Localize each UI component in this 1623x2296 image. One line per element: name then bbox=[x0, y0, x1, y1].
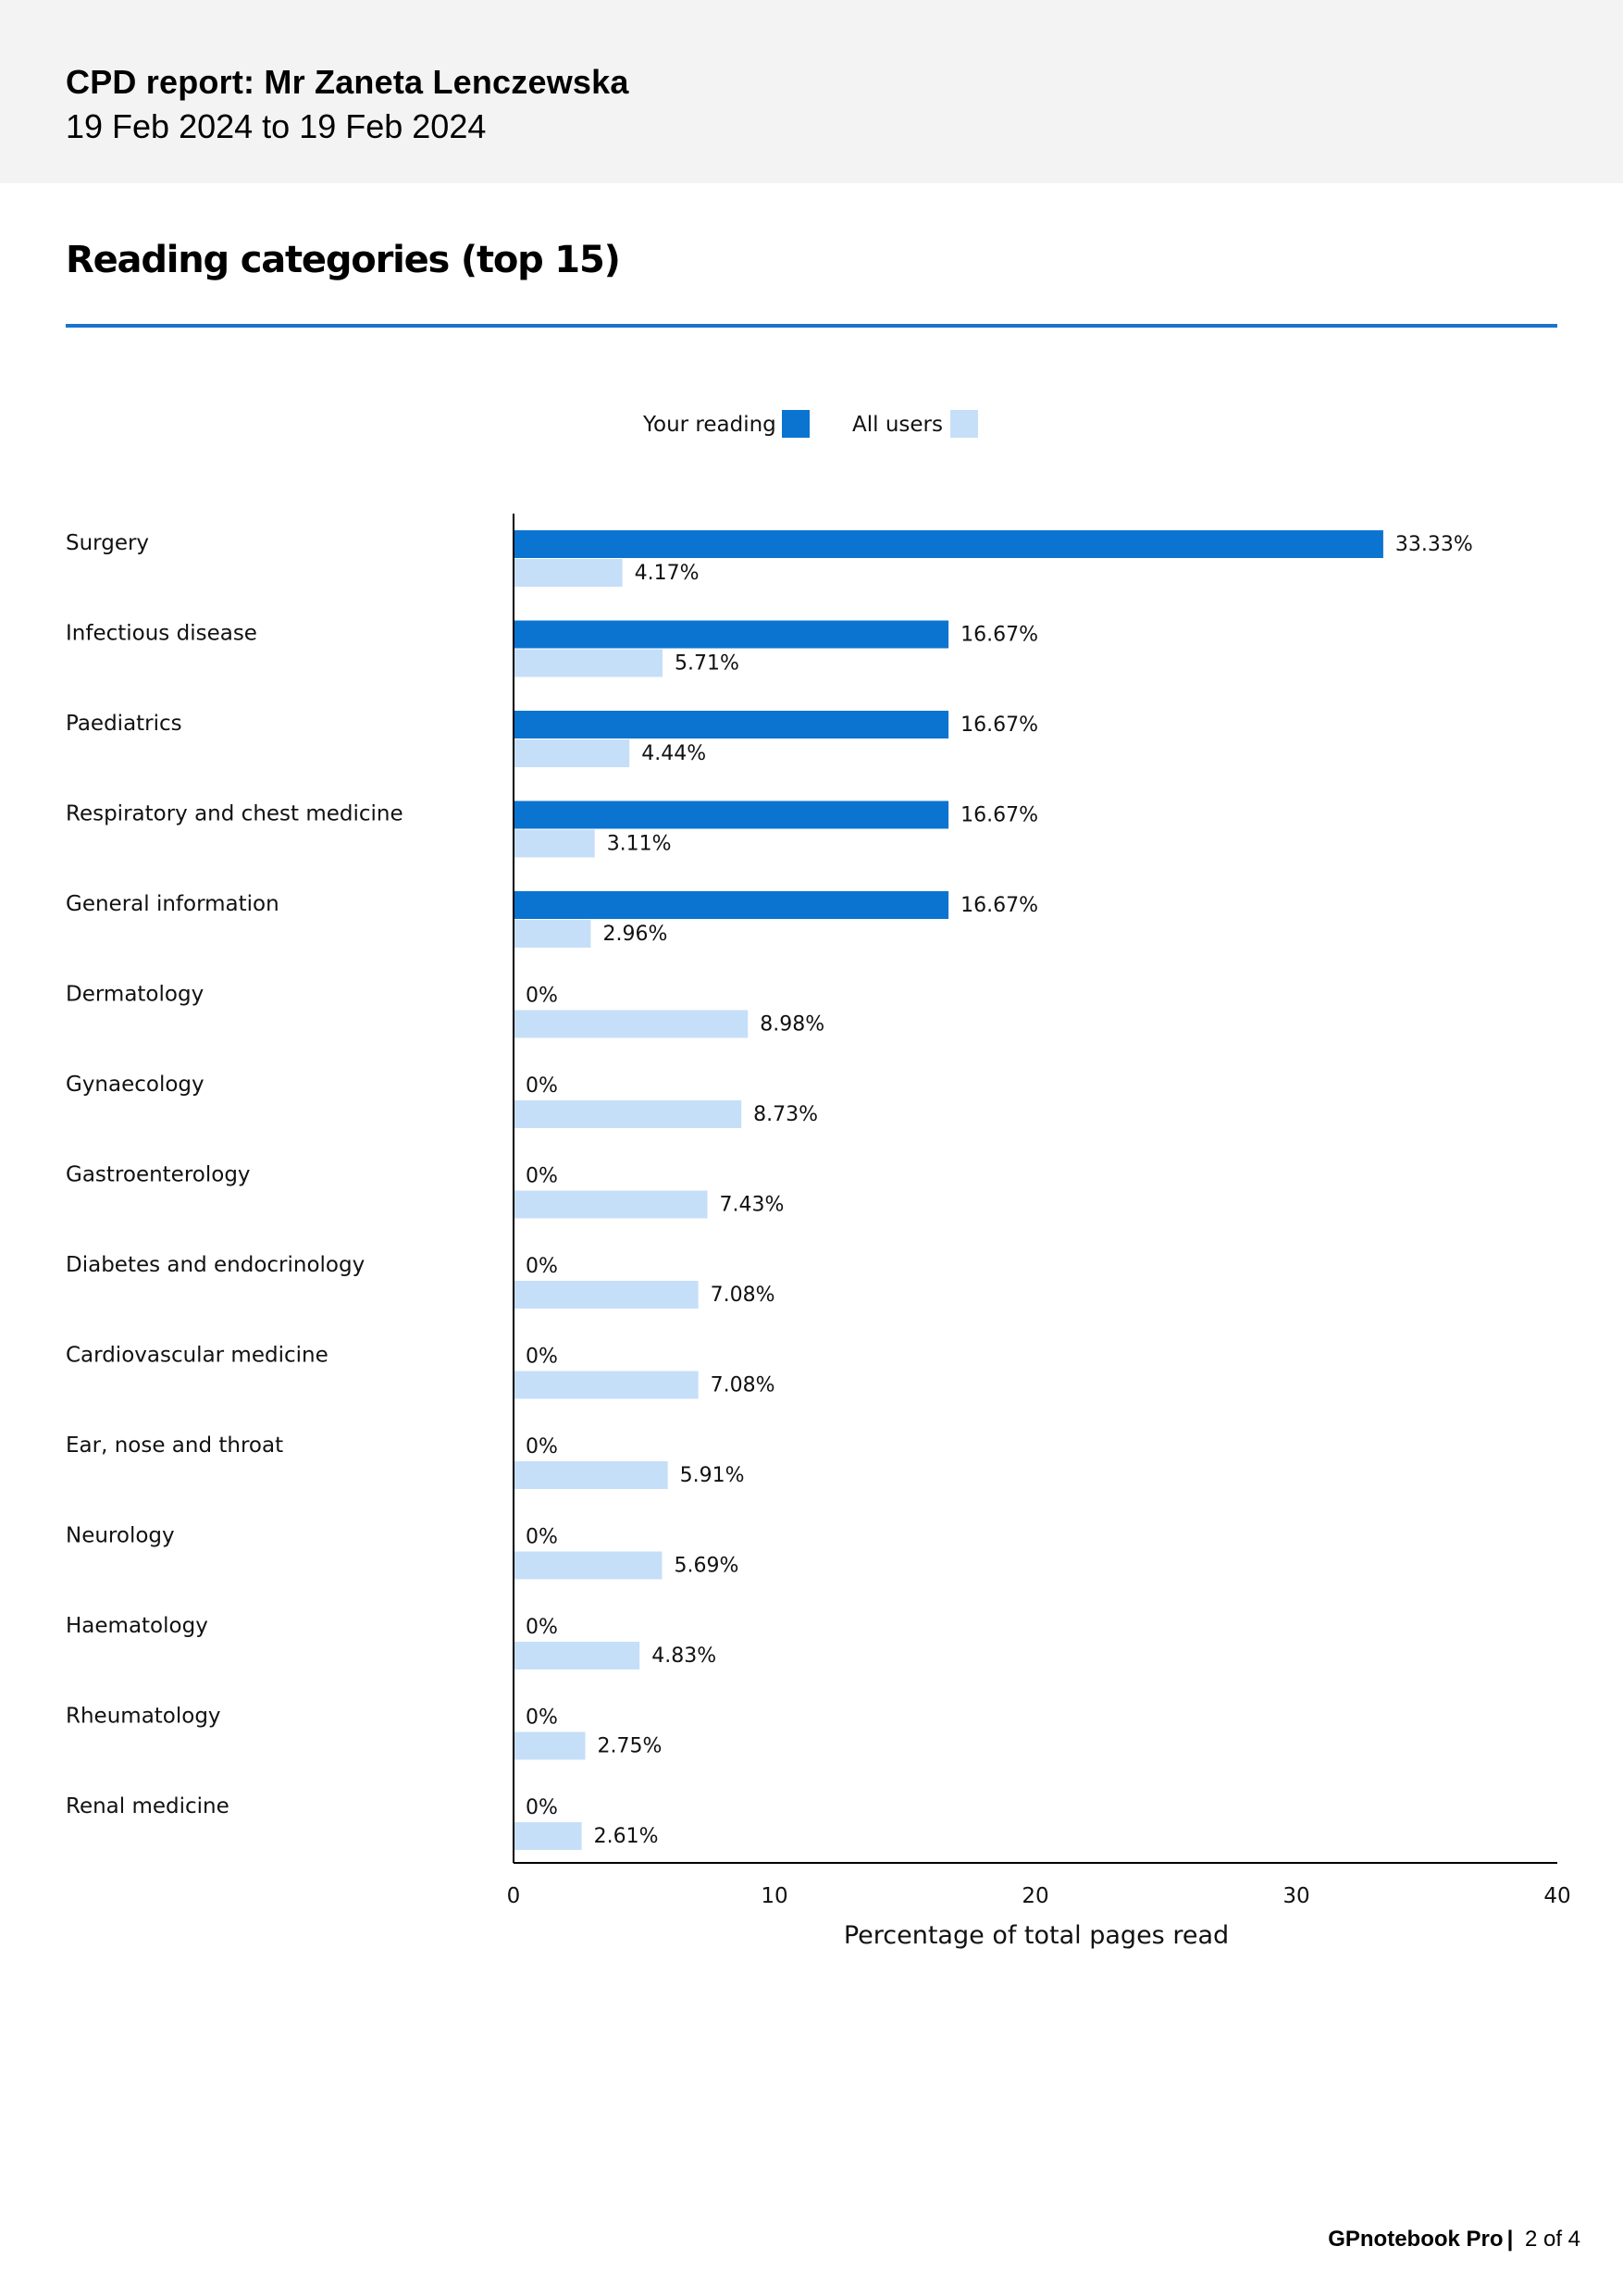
value-label-all-users: 5.91% bbox=[680, 1464, 745, 1487]
value-label-all-users: 5.69% bbox=[674, 1555, 738, 1578]
bar-all-users bbox=[514, 920, 591, 948]
value-label-your-reading: 0% bbox=[526, 985, 558, 1008]
bar-all-users bbox=[514, 1551, 663, 1580]
category-label: Cardiovascular medicine bbox=[66, 1344, 328, 1368]
x-axis-title: Percentage of total pages read bbox=[844, 1921, 1229, 1950]
value-label-your-reading: 33.33% bbox=[1395, 533, 1473, 556]
value-label-your-reading: 0% bbox=[526, 1526, 558, 1549]
value-label-all-users: 8.98% bbox=[760, 1013, 824, 1036]
value-label-all-users: 2.75% bbox=[598, 1735, 663, 1758]
value-label-your-reading: 0% bbox=[526, 1255, 558, 1278]
legend-swatch-your-reading bbox=[782, 410, 810, 438]
value-label-all-users: 7.08% bbox=[711, 1284, 775, 1307]
legend-label-all-users: All users bbox=[852, 413, 943, 437]
bar-all-users bbox=[514, 1822, 582, 1850]
category-label: Gastroenterology bbox=[66, 1163, 251, 1187]
value-label-all-users: 5.71% bbox=[675, 652, 739, 676]
bar-all-users bbox=[514, 1100, 742, 1128]
bar-all-users bbox=[514, 1371, 699, 1399]
bar-your-reading bbox=[514, 530, 1383, 558]
category-label: Infectious disease bbox=[66, 622, 257, 646]
section-title: Reading categories (top 15) bbox=[66, 239, 621, 281]
bar-your-reading bbox=[514, 620, 949, 649]
value-label-all-users: 3.11% bbox=[607, 833, 672, 856]
bar-your-reading bbox=[514, 800, 949, 829]
category-label: Diabetes and endocrinology bbox=[66, 1253, 365, 1277]
value-label-all-users: 4.83% bbox=[651, 1644, 716, 1668]
value-label-all-users: 8.73% bbox=[753, 1103, 818, 1126]
category-label: Ear, nose and throat bbox=[66, 1433, 283, 1458]
bar-all-users bbox=[514, 1731, 586, 1760]
category-label: Surgery bbox=[66, 531, 149, 555]
category-label: Haematology bbox=[66, 1614, 208, 1638]
value-label-all-users: 4.44% bbox=[641, 742, 706, 765]
bar-all-users bbox=[514, 1461, 668, 1489]
bar-all-users bbox=[514, 1010, 749, 1038]
bar-all-users bbox=[514, 1190, 708, 1219]
category-label: Neurology bbox=[66, 1524, 175, 1548]
value-label-all-users: 7.08% bbox=[711, 1374, 775, 1397]
value-label-all-users: 4.17% bbox=[635, 562, 700, 585]
value-label-your-reading: 0% bbox=[526, 1706, 558, 1730]
value-label-your-reading: 0% bbox=[526, 1074, 558, 1098]
report-header: CPD report: Mr Zaneta Lenczewska 19 Feb … bbox=[0, 0, 1623, 183]
report-date-range: 19 Feb 2024 to 19 Feb 2024 bbox=[66, 107, 487, 145]
value-label-your-reading: 16.67% bbox=[960, 804, 1038, 827]
section-divider bbox=[66, 324, 1557, 328]
value-label-your-reading: 0% bbox=[526, 1165, 558, 1188]
x-tick-label: 10 bbox=[761, 1884, 787, 1908]
x-tick-label: 0 bbox=[507, 1884, 521, 1908]
page-number: 2 of 4 bbox=[1524, 2227, 1580, 2252]
bar-all-users bbox=[514, 1281, 699, 1309]
footer-separator: | bbox=[1506, 2227, 1514, 2252]
page-footer: GPnotebook Pro | 2 of 4 bbox=[1328, 2227, 1580, 2253]
category-label: General information bbox=[66, 892, 279, 916]
category-label: Rheumatology bbox=[66, 1705, 221, 1729]
value-label-your-reading: 16.67% bbox=[960, 714, 1038, 737]
x-tick-label: 40 bbox=[1543, 1884, 1570, 1908]
footer-brand: GPnotebook Pro bbox=[1328, 2227, 1504, 2252]
category-label: Gynaecology bbox=[66, 1073, 204, 1097]
value-label-your-reading: 16.67% bbox=[960, 624, 1038, 647]
category-label: Renal medicine bbox=[66, 1794, 229, 1818]
value-label-your-reading: 0% bbox=[526, 1435, 558, 1458]
report-title: CPD report: Mr Zaneta Lenczewska bbox=[66, 63, 629, 101]
x-tick-label: 30 bbox=[1282, 1884, 1309, 1908]
x-tick-label: 20 bbox=[1022, 1884, 1048, 1908]
bar-all-users bbox=[514, 739, 630, 767]
value-label-all-users: 2.96% bbox=[602, 923, 667, 946]
category-label: Paediatrics bbox=[66, 712, 182, 736]
legend-label-your-reading: Your reading bbox=[642, 413, 776, 437]
legend-swatch-all-users bbox=[950, 410, 978, 438]
value-label-your-reading: 0% bbox=[526, 1796, 558, 1819]
bar-all-users bbox=[514, 649, 663, 677]
bar-all-users bbox=[514, 559, 623, 587]
value-label-all-users: 7.43% bbox=[720, 1194, 785, 1217]
value-label-your-reading: 16.67% bbox=[960, 894, 1038, 917]
value-label-your-reading: 0% bbox=[526, 1346, 558, 1369]
value-label-your-reading: 0% bbox=[526, 1616, 558, 1639]
category-label: Respiratory and chest medicine bbox=[66, 802, 403, 826]
reading-categories-chart: Your reading All users Surgery 33.33% 4.17% I… bbox=[66, 410, 1571, 1950]
bar-all-users bbox=[514, 1642, 640, 1669]
bar-all-users bbox=[514, 829, 595, 858]
bar-your-reading bbox=[514, 711, 949, 738]
bar-your-reading bbox=[514, 891, 949, 919]
value-label-all-users: 2.61% bbox=[594, 1825, 659, 1848]
category-label: Dermatology bbox=[66, 983, 204, 1007]
